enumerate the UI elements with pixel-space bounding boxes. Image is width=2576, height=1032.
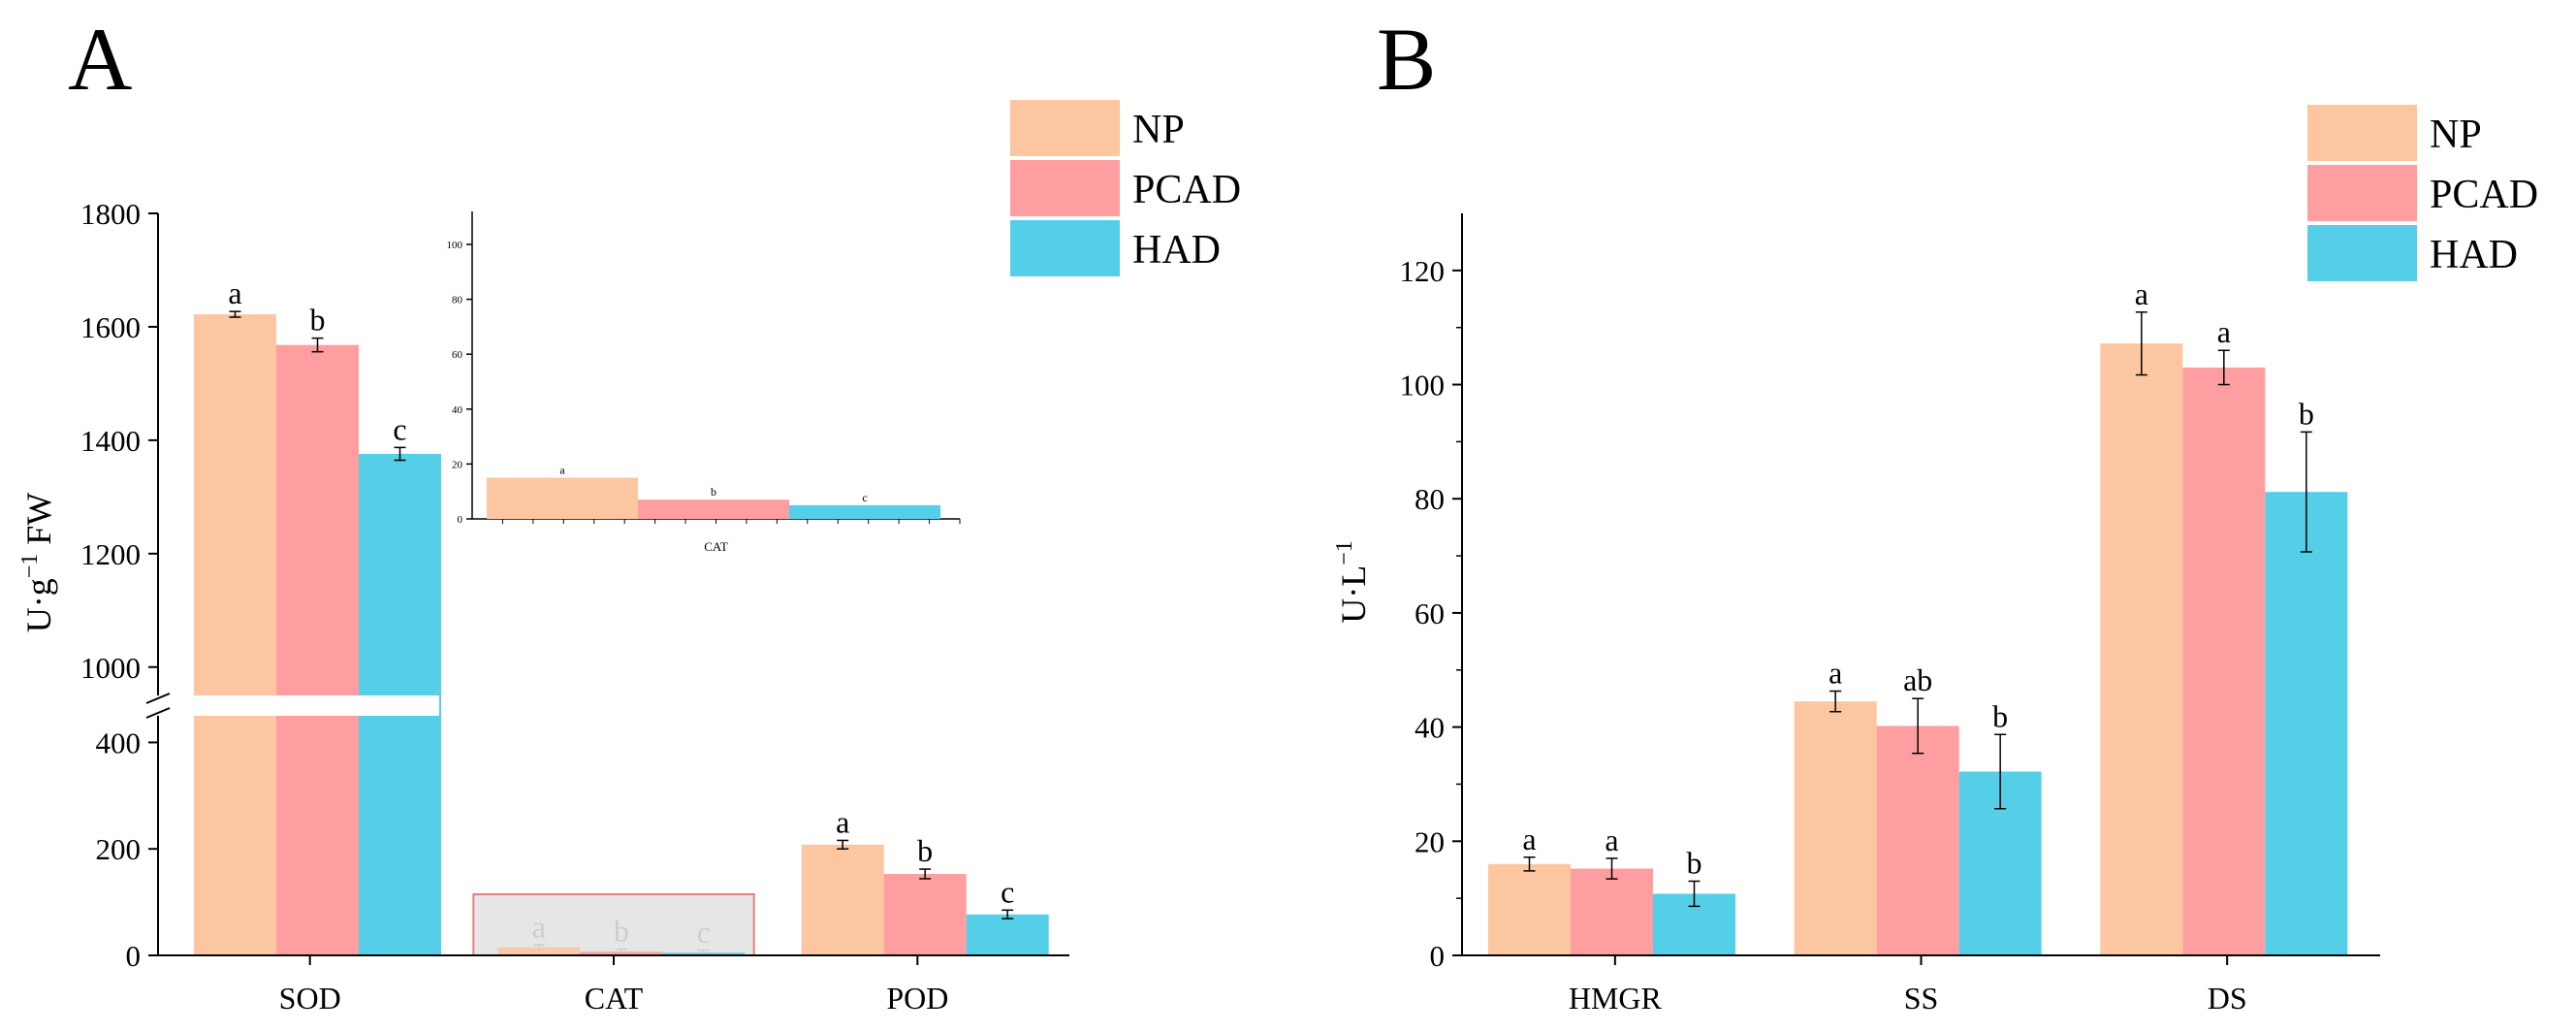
y-axis-label: U·g−1 FW bbox=[17, 493, 58, 633]
x-tick-label-pod: POD bbox=[886, 981, 948, 1016]
legend-swatch-pcad bbox=[2307, 165, 2417, 221]
significance-letter: c bbox=[1001, 874, 1014, 909]
panel-label-b: B bbox=[1377, 10, 1436, 109]
inset-significance-letter: b bbox=[711, 485, 716, 499]
significance-letter: a bbox=[2217, 314, 2231, 349]
x-tick-label-ss: SS bbox=[1904, 981, 1939, 1016]
axis-break-mark bbox=[145, 707, 171, 719]
bar-had-pod bbox=[966, 914, 1049, 955]
bar-had-ds bbox=[2265, 492, 2348, 955]
y-tick-label: 400 bbox=[96, 726, 142, 759]
y-tick-label: 1800 bbox=[80, 197, 141, 231]
bar-pcad-sod bbox=[276, 344, 359, 956]
legend-label-had: HAD bbox=[2430, 233, 2518, 277]
inset-y-tick-label: 20 bbox=[452, 459, 463, 470]
inset-y-tick-label: 60 bbox=[452, 349, 463, 361]
bar-pcad-pod bbox=[883, 874, 967, 955]
inset-y-tick-label: 100 bbox=[447, 240, 463, 251]
x-tick-label-hmgr: HMGR bbox=[1569, 981, 1663, 1016]
bar-np-ds bbox=[2100, 343, 2183, 956]
cat-highlight-box bbox=[472, 893, 755, 956]
bar-pcad-ss bbox=[1876, 726, 1959, 955]
y-tick-label: 1600 bbox=[80, 310, 141, 344]
x-tick-label-ds: DS bbox=[2208, 981, 2247, 1016]
y-tick-label: 1200 bbox=[80, 537, 141, 571]
y-tick-label: 80 bbox=[1415, 482, 1445, 516]
x-tick-label-sod: SOD bbox=[279, 981, 341, 1016]
bar-np-ss bbox=[1794, 701, 1877, 955]
bar-pcad-hmgr bbox=[1571, 868, 1653, 955]
axis-break-mark bbox=[145, 693, 171, 704]
inset-y-tick-label: 80 bbox=[452, 295, 463, 306]
significance-letter: c bbox=[393, 411, 406, 446]
legend-swatch-np bbox=[1010, 100, 1120, 156]
y-tick-label: 60 bbox=[1415, 597, 1445, 630]
inset-significance-letter: a bbox=[559, 464, 565, 477]
panel-a: AabcSODabcCATabcPOD100012001400160018000… bbox=[17, 10, 1241, 1016]
legend-label-had: HAD bbox=[1132, 228, 1221, 273]
y-tick-label: 100 bbox=[1400, 369, 1446, 403]
legend-swatch-had bbox=[2307, 225, 2417, 281]
y-tick-label: 1000 bbox=[80, 651, 141, 685]
significance-letter: b bbox=[1992, 698, 2008, 733]
inset-significance-letter: c bbox=[862, 491, 867, 504]
y-tick-label: 120 bbox=[1400, 254, 1446, 288]
bar-np-cat-front bbox=[497, 947, 581, 955]
bar-np-hmgr bbox=[1488, 863, 1571, 955]
bar-pcad-cat-front bbox=[580, 951, 663, 955]
y-axis-label: U·L−1 bbox=[1332, 540, 1373, 624]
significance-letter: b bbox=[1687, 846, 1702, 881]
legend-label-pcad: PCAD bbox=[2430, 173, 2538, 217]
legend-swatch-np bbox=[2307, 105, 2417, 161]
inset-x-label: CAT bbox=[704, 539, 728, 554]
legend-label-np: NP bbox=[1132, 108, 1185, 152]
inset-bar-np bbox=[487, 477, 638, 519]
y-tick-label: 1400 bbox=[80, 424, 141, 458]
significance-letter: a bbox=[836, 804, 849, 839]
y-tick-label: 0 bbox=[126, 939, 142, 973]
x-tick-label-cat: CAT bbox=[585, 981, 644, 1016]
legend-swatch-had bbox=[1010, 220, 1120, 276]
inset-y-tick-label: 40 bbox=[452, 404, 463, 416]
significance-letter: a bbox=[1522, 822, 1536, 856]
significance-letter: b bbox=[2299, 396, 2314, 431]
inset-y-tick-label: 0 bbox=[458, 514, 463, 526]
significance-letter: a bbox=[2135, 276, 2148, 311]
significance-letter: a bbox=[1829, 656, 1842, 691]
significance-letter: a bbox=[1605, 822, 1618, 857]
y-tick-label: 200 bbox=[96, 832, 142, 866]
significance-letter: a bbox=[228, 275, 241, 310]
y-tick-label: 40 bbox=[1415, 711, 1445, 745]
significance-letter: ab bbox=[1903, 662, 1932, 697]
bar-pcad-ds bbox=[2182, 367, 2266, 955]
bar-np-sod bbox=[194, 314, 276, 955]
bar-np-pod bbox=[801, 844, 884, 955]
inset-bar-pcad bbox=[638, 500, 789, 519]
significance-letter: b bbox=[310, 303, 326, 338]
axis-break-gap bbox=[129, 695, 439, 716]
bar-had-cat-front bbox=[662, 952, 746, 955]
y-tick-label: 0 bbox=[1430, 939, 1446, 973]
significance-letter: b bbox=[917, 833, 933, 868]
panel-label-a: A bbox=[68, 10, 132, 109]
inset-bar-had bbox=[789, 504, 940, 519]
legend-label-pcad: PCAD bbox=[1132, 168, 1241, 212]
y-tick-label: 20 bbox=[1415, 824, 1445, 858]
legend-label-np: NP bbox=[2430, 113, 2482, 157]
legend-swatch-pcad bbox=[1010, 160, 1120, 216]
